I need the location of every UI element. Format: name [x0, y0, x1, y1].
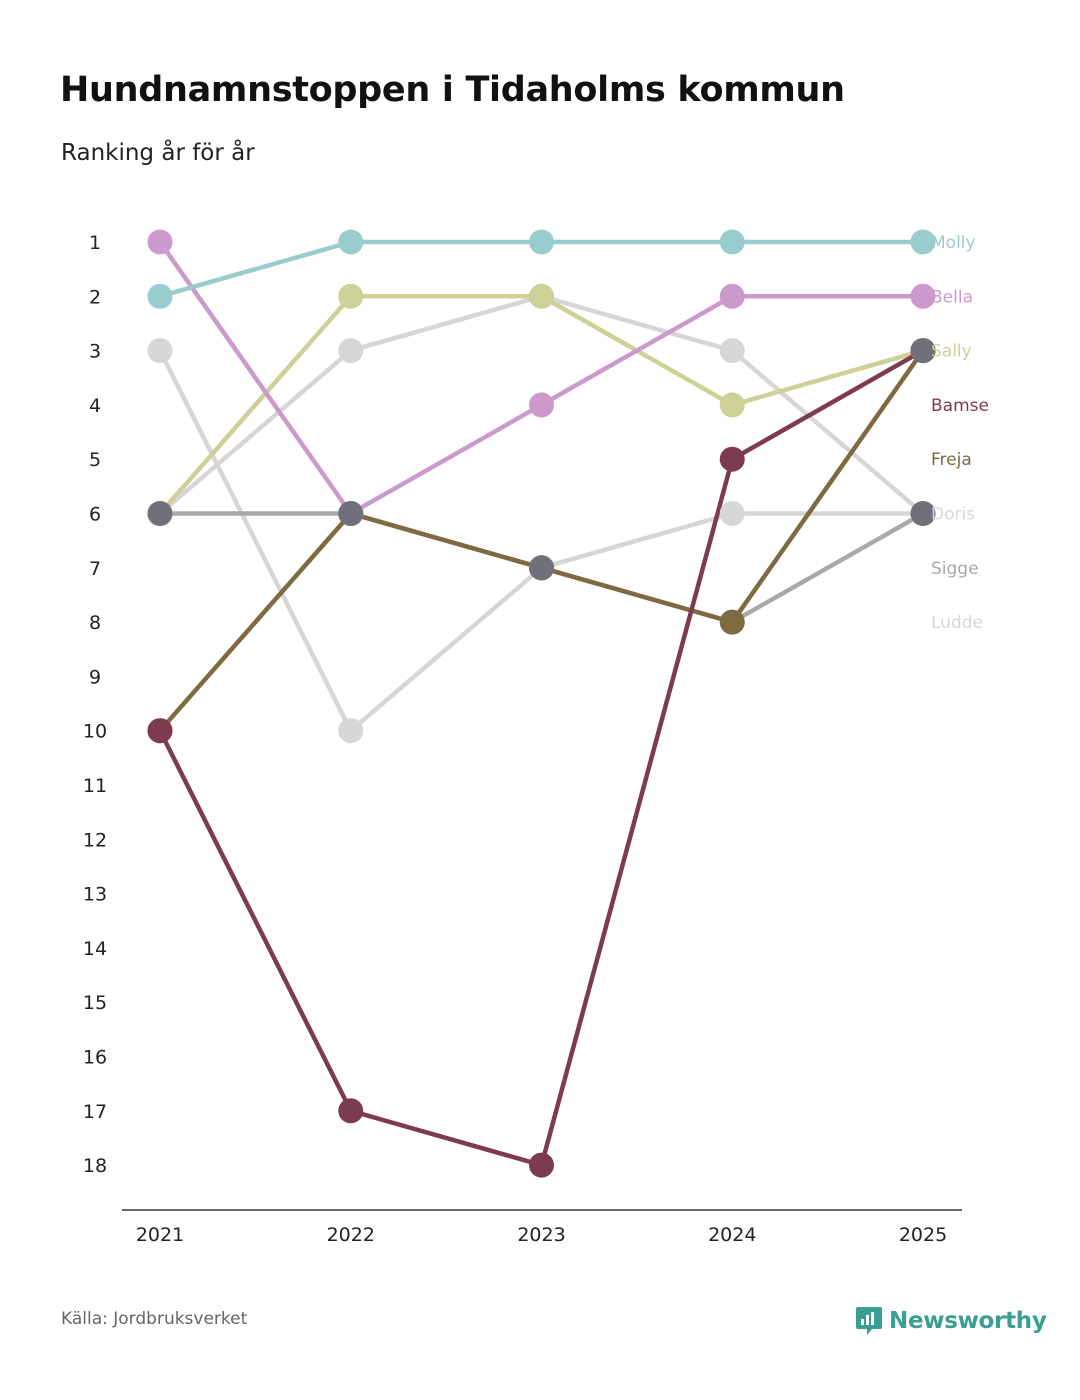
- series-label-doris: Doris: [931, 505, 975, 525]
- marker-overlap: [147, 501, 173, 526]
- x-tick-label: 2024: [708, 1224, 756, 1246]
- source-note: Källa: Jordbruksverket: [61, 1309, 248, 1329]
- marker-bella-2024: [719, 283, 745, 309]
- series-label-bella: Bella: [931, 287, 973, 307]
- series-markers: [147, 229, 936, 1178]
- y-tick-label: 15: [83, 992, 107, 1014]
- series-label-freja: Freja: [931, 450, 972, 470]
- marker-molly-2022: [338, 229, 364, 255]
- y-tick-label: 2: [89, 286, 101, 308]
- x-tick-label: 2025: [899, 1224, 947, 1246]
- x-tick-label: 2023: [517, 1224, 565, 1246]
- marker-bella-2025: [910, 283, 936, 309]
- marker-sally-2022: [338, 283, 364, 309]
- y-tick-label: 18: [83, 1155, 107, 1177]
- marker-overlap: [910, 501, 936, 526]
- chart-title: Hundnamnstoppen i Tidaholms kommun: [60, 70, 845, 110]
- marker-bella-2021: [147, 229, 173, 255]
- marker-sally-2023: [529, 283, 554, 309]
- marker-sally-2024: [719, 392, 745, 418]
- series-label-sally: Sally: [931, 342, 972, 362]
- y-tick-label: 10: [83, 721, 107, 743]
- marker-ludde-2021: [147, 338, 173, 364]
- y-tick-label: 9: [89, 666, 101, 688]
- y-tick-label: 3: [89, 341, 101, 363]
- marker-molly-2025: [910, 229, 936, 255]
- marker-ludde-2024: [719, 501, 745, 526]
- marker-overlap: [910, 338, 936, 364]
- series-label-bamse: Bamse: [931, 396, 989, 416]
- y-tick-label: 12: [83, 829, 107, 851]
- y-tick-label: 5: [89, 449, 101, 471]
- marker-bamse-2023: [529, 1152, 554, 1178]
- newsworthy-icon: [856, 1307, 882, 1335]
- series-label-ludde: Ludde: [931, 613, 983, 633]
- series-label-molly: Molly: [931, 233, 976, 253]
- marker-freja-2024: [719, 609, 745, 635]
- marker-molly-2021: [147, 283, 173, 309]
- y-tick-label: 7: [89, 558, 101, 580]
- y-tick-label: 11: [83, 775, 107, 797]
- x-tick-label: 2021: [136, 1224, 184, 1246]
- series-line-bamse: [157, 348, 926, 1168]
- marker-molly-2024: [719, 229, 745, 255]
- marker-bamse-2022: [338, 1098, 364, 1124]
- chart-subtitle: Ranking år för år: [61, 140, 255, 166]
- series-line-bella: [157, 239, 926, 516]
- y-tick-label: 16: [83, 1047, 107, 1069]
- marker-doris-2024: [719, 338, 745, 364]
- marker-overlap: [529, 555, 554, 581]
- y-tick-label: 8: [89, 612, 101, 634]
- x-axis-ticks: 2021 2022 2023 2024 2025: [136, 1224, 947, 1246]
- y-tick-label: 4: [89, 395, 101, 417]
- marker-ludde-2022: [338, 718, 364, 744]
- y-tick-label: 6: [89, 504, 101, 526]
- marker-doris-2022: [338, 338, 364, 364]
- y-tick-label: 1: [89, 232, 101, 254]
- y-tick-label: 13: [83, 884, 107, 906]
- marker-molly-2023: [529, 229, 554, 255]
- series-label-sigge: Sigge: [931, 559, 979, 579]
- newsworthy-logo[interactable]: Newsworthy: [855, 1305, 1047, 1337]
- x-tick-label: 2022: [327, 1224, 375, 1246]
- y-tick-label: 14: [83, 938, 107, 960]
- series-labels: Molly Bella Sally Bamse Freja Doris Sigge Ludde: [931, 233, 989, 633]
- brand-name: Newsworthy: [889, 1308, 1047, 1334]
- marker-bella-2023: [529, 392, 554, 418]
- y-tick-label: 17: [83, 1101, 107, 1123]
- marker-bamse-2021: [147, 718, 173, 744]
- marker-overlap: [338, 501, 364, 526]
- marker-bamse-2024: [719, 446, 745, 472]
- series-lines: [157, 239, 926, 1168]
